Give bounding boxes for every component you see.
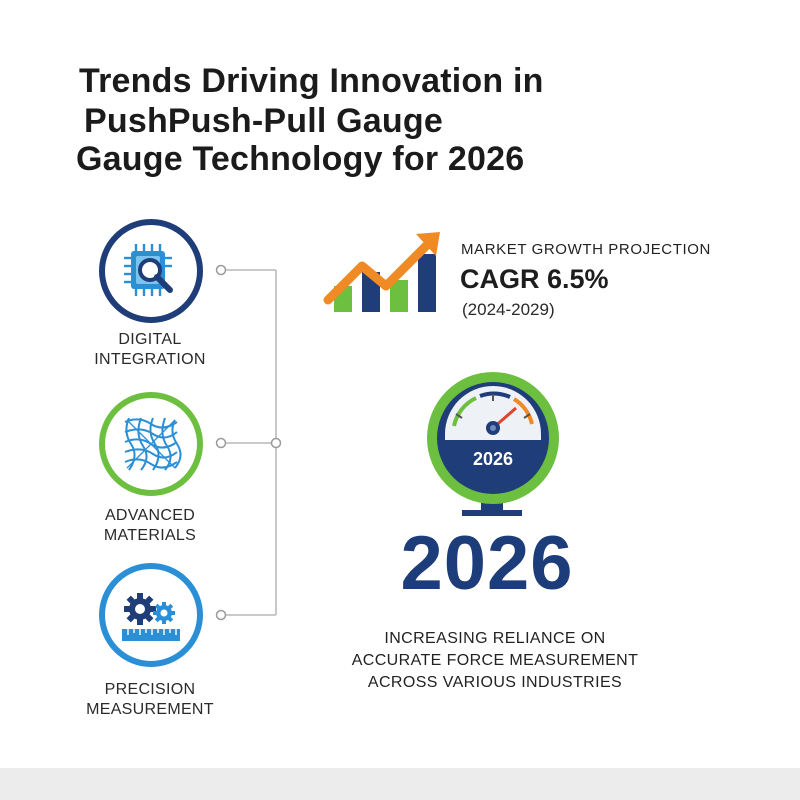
statement-line: ACCURATE FORCE MEASUREMENT bbox=[351, 652, 639, 669]
market-growth-heading: MARKET GROWTH PROJECTION bbox=[461, 241, 711, 258]
trend-label-line: PRECISION bbox=[104, 681, 196, 698]
gears-ruler-icon bbox=[122, 593, 180, 641]
big-year: 2026 bbox=[400, 521, 574, 606]
bottom-band bbox=[0, 768, 800, 800]
trend-digital-integration-label: DIGITAL INTEGRATION bbox=[60, 330, 240, 370]
trend-digital-integration-circle bbox=[99, 219, 203, 323]
market-cagr-value: CAGR 6.5% bbox=[460, 264, 609, 294]
trend-advanced-materials-label: ADVANCED MATERIALS bbox=[60, 506, 240, 546]
fiber-mesh-icon bbox=[124, 417, 182, 471]
trend-precision-measurement-circle bbox=[99, 563, 203, 667]
gauge-icon bbox=[427, 372, 559, 516]
trend-advanced-materials-circle bbox=[99, 392, 203, 496]
trend-label-line: MATERIALS bbox=[103, 527, 197, 544]
growth-chart-icon bbox=[323, 232, 440, 312]
connector-node bbox=[270, 437, 282, 449]
chip-magnifier-icon bbox=[124, 244, 173, 296]
market-cagr-range: (2024-2029) bbox=[462, 300, 555, 319]
statement: INCREASING RELIANCE ON ACCURATE FORCE ME… bbox=[330, 628, 660, 694]
title-line-2: PushPush-Pull Gauge bbox=[84, 102, 443, 140]
trend-label-line: INTEGRATION bbox=[94, 351, 206, 368]
trend-label-line: MEASUREMENT bbox=[86, 701, 214, 718]
connector-node bbox=[215, 609, 227, 621]
statement-line: ACROSS VARIOUS INDUSTRIES bbox=[367, 674, 623, 691]
title-line-3: Gauge Technology for 2026 bbox=[76, 140, 525, 178]
statement-line: INCREASING RELIANCE ON bbox=[384, 630, 606, 647]
connector-node bbox=[215, 264, 227, 276]
trend-label-line: DIGITAL bbox=[118, 331, 182, 348]
connector-node bbox=[215, 437, 227, 449]
trend-precision-measurement-label: PRECISION MEASUREMENT bbox=[60, 680, 240, 720]
trend-label-line: ADVANCED bbox=[104, 507, 196, 524]
gauge-year-label: 2026 bbox=[472, 449, 514, 469]
title-line-1: Trends Driving Innovation in bbox=[79, 62, 544, 100]
